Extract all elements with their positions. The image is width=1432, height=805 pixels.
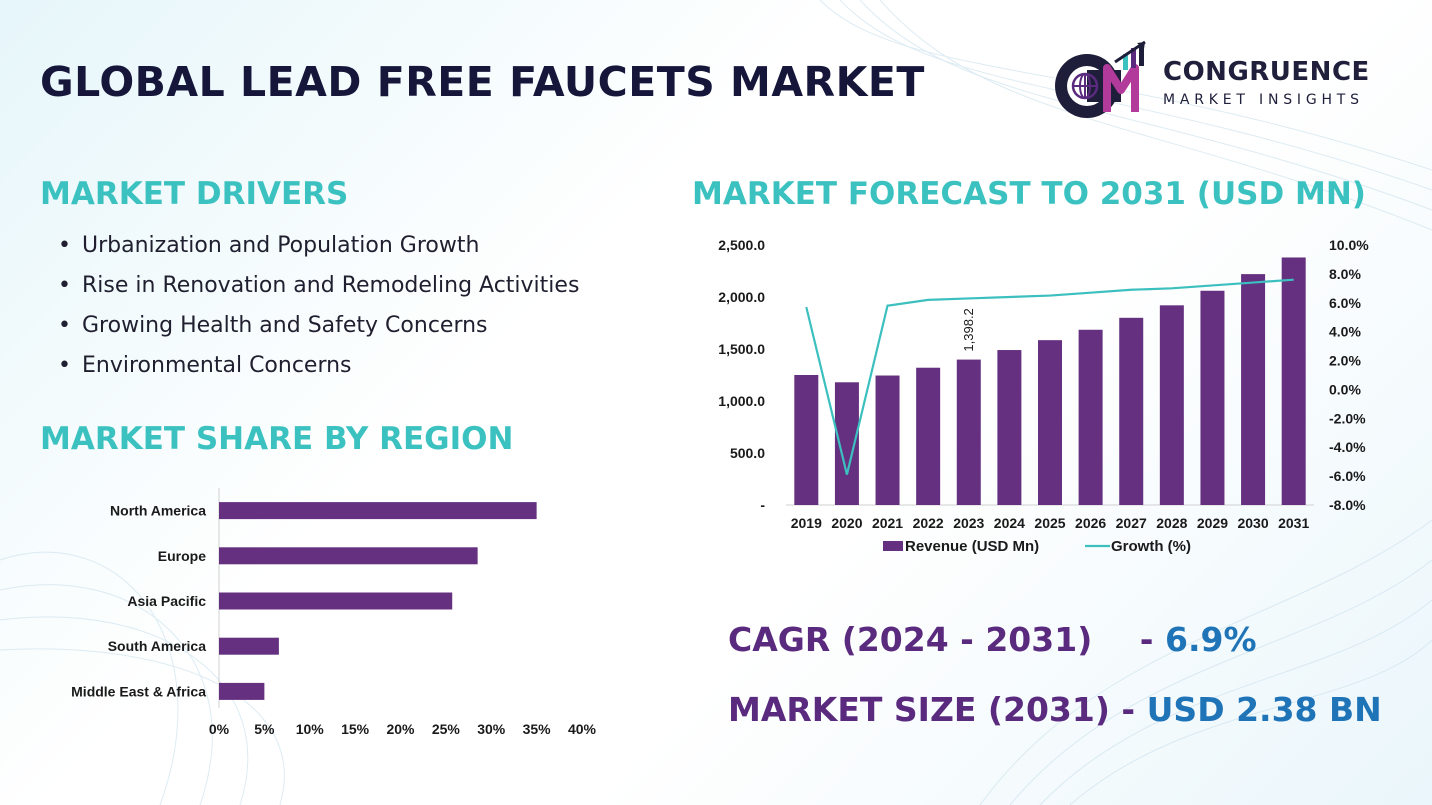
region-x-tick-label: 10% bbox=[296, 721, 325, 737]
region-category-label: South America bbox=[108, 638, 206, 654]
revenue-bar bbox=[1078, 329, 1103, 505]
forecast-x-tick-label: 2019 bbox=[791, 515, 822, 531]
driver-item: Rise in Renovation and Remodeling Activi… bbox=[58, 272, 579, 312]
forecast-right-tick-label: 6.0% bbox=[1329, 295, 1361, 311]
revenue-bar bbox=[916, 367, 941, 505]
driver-item: Environmental Concerns bbox=[58, 352, 579, 392]
region-bar bbox=[219, 637, 279, 655]
revenue-bar bbox=[1119, 317, 1144, 505]
region-category-label: Asia Pacific bbox=[127, 593, 206, 609]
legend-growth-label: Growth (%) bbox=[1111, 538, 1191, 555]
region-title: MARKET SHARE BY REGION bbox=[40, 421, 514, 457]
forecast-left-tick-label: - bbox=[760, 497, 765, 513]
revenue-bar bbox=[1241, 274, 1266, 505]
company-logo: CONGRUENCE MARKET INSIGHTS bbox=[1045, 40, 1405, 120]
region-x-tick-label: 0% bbox=[209, 721, 230, 737]
forecast-x-tick-label: 2023 bbox=[953, 515, 984, 531]
forecast-x-tick-label: 2027 bbox=[1116, 515, 1147, 531]
region-category-label: Middle East & Africa bbox=[71, 683, 206, 699]
revenue-bar bbox=[1159, 305, 1184, 505]
region-share-chart: North America Europe Asia Pacific South Ame… bbox=[71, 488, 597, 737]
forecast-x-tick-label: 2030 bbox=[1237, 515, 1268, 531]
forecast-right-tick-label: 10.0% bbox=[1329, 237, 1369, 253]
region-bar bbox=[219, 592, 453, 610]
legend-revenue-swatch bbox=[883, 541, 903, 551]
forecast-x-tick-label: 2025 bbox=[1034, 515, 1065, 531]
region-x-tick-label: 5% bbox=[254, 721, 275, 737]
region-category-label: North America bbox=[110, 503, 206, 519]
region-x-tick-label: 20% bbox=[386, 721, 415, 737]
logo-subtitle: MARKET INSIGHTS bbox=[1163, 92, 1364, 108]
cagr-label: CAGR (2024 - 2031) bbox=[728, 620, 1093, 659]
revenue-data-label: 1,398.2 bbox=[961, 308, 976, 351]
driver-item: Growing Health and Safety Concerns bbox=[58, 312, 579, 352]
forecast-left-tick-label: 2,000.0 bbox=[718, 289, 765, 305]
forecast-right-tick-label: -6.0% bbox=[1329, 468, 1366, 484]
forecast-x-tick-label: 2024 bbox=[994, 515, 1025, 531]
revenue-bar bbox=[1281, 257, 1306, 505]
forecast-left-tick-label: 500.0 bbox=[730, 445, 765, 461]
forecast-right-tick-label: -4.0% bbox=[1329, 439, 1366, 455]
region-x-tick-label: 35% bbox=[523, 721, 552, 737]
forecast-right-tick-label: -2.0% bbox=[1329, 410, 1366, 426]
revenue-bar bbox=[794, 375, 819, 505]
driver-item: Urbanization and Population Growth bbox=[58, 232, 579, 272]
drivers-title: MARKET DRIVERS bbox=[40, 176, 349, 212]
market-size-separator: - bbox=[1121, 690, 1136, 729]
growth-line bbox=[805, 278, 1294, 475]
market-size-value: USD 2.38 BN bbox=[1146, 690, 1382, 729]
revenue-bar bbox=[1200, 290, 1225, 505]
forecast-x-tick-label: 2031 bbox=[1278, 515, 1309, 531]
legend-revenue-label: Revenue (USD Mn) bbox=[905, 538, 1039, 555]
revenue-bar bbox=[997, 350, 1022, 505]
region-bar bbox=[219, 502, 537, 520]
forecast-x-tick-label: 2021 bbox=[872, 515, 903, 531]
forecast-right-tick-label: 2.0% bbox=[1329, 353, 1361, 369]
market-size-stat: MARKET SIZE (2031) - USD 2.38 BN bbox=[728, 690, 1382, 729]
forecast-x-tick-label: 2026 bbox=[1075, 515, 1106, 531]
forecast-right-tick-label: -8.0% bbox=[1329, 497, 1366, 513]
region-x-tick-label: 40% bbox=[568, 721, 597, 737]
forecast-right-tick-label: 8.0% bbox=[1329, 266, 1361, 282]
region-bar bbox=[219, 682, 265, 700]
forecast-x-tick-label: 2029 bbox=[1197, 515, 1228, 531]
region-x-tick-label: 30% bbox=[477, 721, 506, 737]
logo-mark-icon bbox=[1055, 40, 1146, 118]
drivers-list: Urbanization and Population Growth Rise … bbox=[58, 232, 579, 392]
region-x-tick-label: 25% bbox=[432, 721, 461, 737]
revenue-bar bbox=[956, 359, 981, 505]
page-title: GLOBAL LEAD FREE FAUCETS MARKET bbox=[40, 58, 925, 106]
region-x-tick-label: 15% bbox=[341, 721, 370, 737]
cagr-separator: - bbox=[1139, 620, 1154, 659]
forecast-title: MARKET FORECAST TO 2031 (USD MN) bbox=[692, 176, 1366, 212]
forecast-right-tick-label: 0.0% bbox=[1329, 381, 1361, 397]
region-category-label: Europe bbox=[158, 548, 206, 564]
market-size-label: MARKET SIZE (2031) bbox=[728, 690, 1110, 729]
forecast-right-tick-label: 4.0% bbox=[1329, 324, 1361, 340]
forecast-left-tick-label: 2,500.0 bbox=[718, 237, 765, 253]
logo-name: CONGRUENCE bbox=[1163, 57, 1370, 87]
forecast-left-tick-label: 1,000.0 bbox=[718, 393, 765, 409]
forecast-x-tick-label: 2028 bbox=[1156, 515, 1187, 531]
cagr-stat: CAGR (2024 - 2031) - 6.9% bbox=[728, 620, 1257, 659]
cagr-value: 6.9% bbox=[1164, 620, 1257, 659]
revenue-bar bbox=[875, 375, 900, 505]
forecast-chart: 1,398.2 2019 2020 2021 2022 2023 2024 2025 2026 2… bbox=[718, 237, 1369, 555]
forecast-x-tick-label: 2020 bbox=[831, 515, 862, 531]
forecast-left-tick-label: 1,500.0 bbox=[718, 341, 765, 357]
region-bar bbox=[219, 547, 478, 565]
forecast-x-tick-label: 2022 bbox=[913, 515, 944, 531]
revenue-bar bbox=[1038, 340, 1062, 505]
